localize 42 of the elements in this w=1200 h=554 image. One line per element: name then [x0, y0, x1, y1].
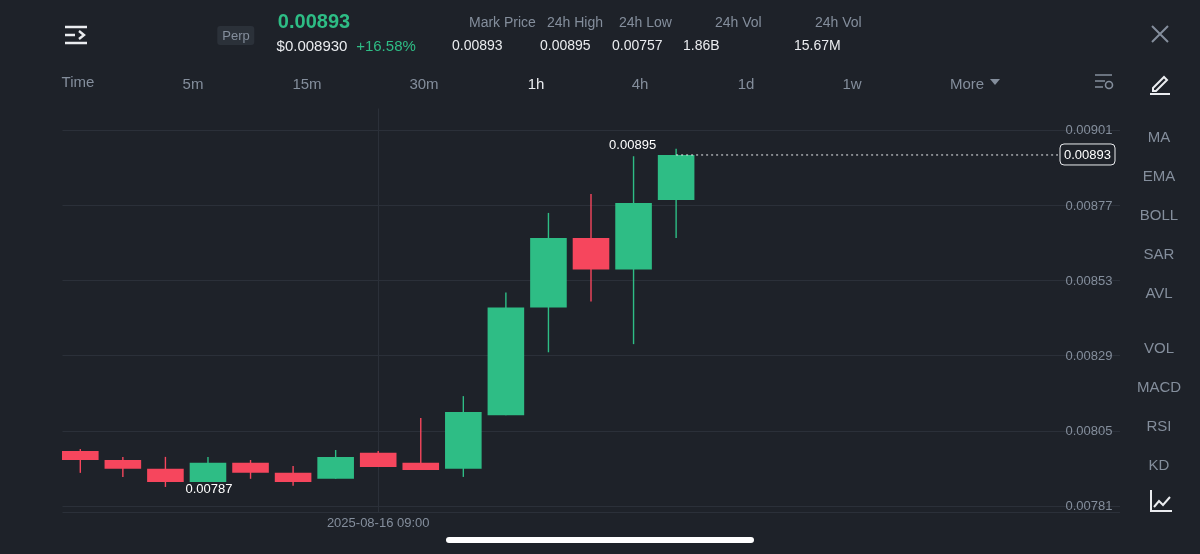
text: 0.00757 [612, 37, 663, 53]
text: 24h High [547, 14, 604, 30]
text: 15.67M [794, 37, 841, 53]
text: Time [61, 73, 95, 90]
text: 1h [527, 75, 545, 92]
text: EMA [1142, 167, 1176, 184]
text: $0.008930 [276, 37, 348, 54]
text: Perp [217, 26, 255, 45]
text: AVL [1145, 284, 1173, 301]
text: MACD [1136, 378, 1182, 395]
text: 0.00895 [540, 37, 591, 53]
text: 30m [409, 75, 439, 92]
y-tick-label: 0.00853 [1065, 272, 1113, 288]
x-tick-label: 2025-08-16 09:00 [326, 514, 430, 530]
ref-line-label: 0.00893 [1064, 146, 1111, 162]
text: 1w [842, 75, 862, 92]
text: 4h [631, 75, 649, 92]
text: 5m [182, 75, 204, 92]
y-tick-label: 0.00877 [1065, 197, 1113, 213]
text: +16.58% [356, 37, 416, 54]
text: 1d [737, 75, 755, 92]
text: 24h Low [619, 14, 672, 30]
y-tick-label: 0.00781 [1065, 498, 1113, 514]
text: 24h Vol [815, 14, 862, 30]
text: MA [1147, 128, 1171, 145]
text: 15m [292, 75, 322, 92]
annotation: 0.00787 [185, 480, 233, 496]
y-tick-label: 0.00901 [1065, 122, 1113, 138]
text: More [949, 75, 985, 92]
y-tick-label: 0.00829 [1065, 347, 1113, 363]
y-tick-label: 0.00805 [1065, 423, 1113, 439]
text: SAR [1143, 245, 1175, 262]
text: RSI [1146, 417, 1172, 434]
text: 24h Vol [715, 14, 762, 30]
text: BOLL [1139, 206, 1179, 223]
annotation: 0.00895 [609, 136, 657, 152]
text: Mark Price [469, 14, 536, 30]
text: 0.00893 [277, 10, 351, 33]
text: 0.00893 [452, 37, 503, 53]
text: VOL [1143, 339, 1175, 356]
text: 1.86B [683, 37, 720, 53]
text: KD [1148, 456, 1170, 473]
